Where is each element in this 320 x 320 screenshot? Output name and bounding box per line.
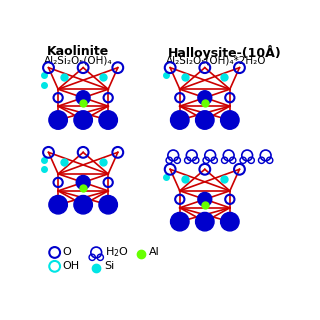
Circle shape <box>76 91 90 105</box>
Text: H$_2$O: H$_2$O <box>105 245 129 259</box>
Text: Si: Si <box>105 261 115 271</box>
Circle shape <box>74 111 92 129</box>
Circle shape <box>99 196 117 214</box>
Circle shape <box>74 196 92 214</box>
Text: Al: Al <box>148 247 159 258</box>
Circle shape <box>196 212 214 231</box>
Circle shape <box>49 111 68 129</box>
Circle shape <box>220 212 239 231</box>
Text: OH: OH <box>62 261 79 271</box>
Circle shape <box>76 175 90 189</box>
Circle shape <box>220 111 239 129</box>
Text: Kaolinite: Kaolinite <box>47 44 109 58</box>
Circle shape <box>171 111 189 129</box>
Circle shape <box>99 111 117 129</box>
Circle shape <box>171 212 189 231</box>
Circle shape <box>198 91 212 105</box>
Circle shape <box>198 192 212 206</box>
Text: Al₂Si₂O₅(OH)₄: Al₂Si₂O₅(OH)₄ <box>44 55 113 65</box>
Circle shape <box>49 196 68 214</box>
Text: Al₂Si₂O₅(OH)₄*2H₂O: Al₂Si₂O₅(OH)₄*2H₂O <box>166 55 267 65</box>
Circle shape <box>196 111 214 129</box>
Text: O: O <box>62 247 71 258</box>
Text: Halloysite-(10Å): Halloysite-(10Å) <box>168 44 282 60</box>
